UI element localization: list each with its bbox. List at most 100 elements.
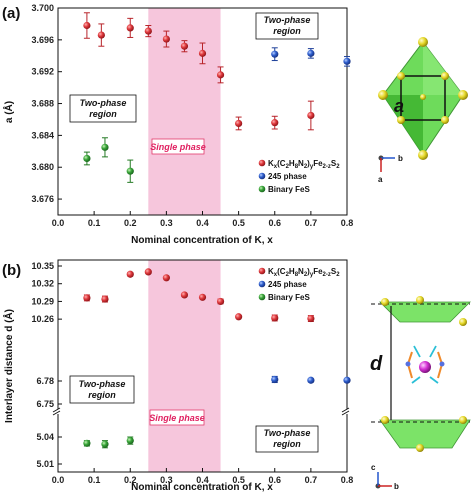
y-tick-label-a: 3.676 [31, 194, 54, 204]
point-a-red [180, 42, 189, 50]
point-a-green [126, 167, 134, 175]
x-tick-label-b: 0.8 [341, 475, 354, 485]
point-b-red [126, 270, 134, 278]
point-b-green [83, 439, 91, 447]
x-tick-label-a: 0.2 [124, 218, 137, 228]
two-phase-right-box-a [255, 12, 319, 40]
two-phase-right-a-line1: Two-phase [264, 15, 311, 25]
y-tick-label-b: 10.35 [31, 261, 54, 271]
crystal-structure-b: d [370, 296, 471, 452]
x-tick-label-a: 0.5 [232, 218, 245, 228]
panel-a-label: (a) [2, 5, 20, 22]
x-tick-label-b: 0.7 [305, 475, 318, 485]
point-b-red [101, 295, 109, 303]
y-tick-label-a: 3.692 [31, 67, 54, 77]
two-phase-left-a-line2: region [89, 109, 117, 119]
point-a-red [271, 119, 279, 127]
point-a-red [307, 111, 315, 120]
single-phase-band-a [148, 8, 221, 215]
x-tick-label-b: 0.1 [88, 475, 101, 485]
crystal-structure-a: a [378, 37, 468, 160]
y-tick-label-b: 10.29 [31, 296, 54, 306]
point-a-red [97, 31, 105, 39]
panel-b: (b) 0.0 0.1 0.2 0.3 0.4 0.5 0.6 0.7 0.8 6.75 6.78 1… [2, 259, 471, 493]
point-b-red [235, 313, 243, 321]
x-tick-label-b: 0.5 [232, 475, 245, 485]
point-b-red [271, 314, 279, 322]
y-axis-label-b: Interlayer distance d (Å) [2, 309, 15, 423]
legend-a-entry-2: 245 phase [268, 172, 307, 181]
point-b-red [180, 291, 189, 299]
point-a-red [235, 119, 243, 128]
y-tick-label-a: 3.696 [31, 35, 54, 45]
point-b-blue [271, 375, 279, 384]
two-phase-left-b-line1: Two-phase [79, 379, 126, 389]
x-tick-label-a: 0.8 [341, 218, 354, 228]
two-phase-right-b-line2: region [273, 439, 301, 449]
point-b-red [198, 293, 207, 301]
two-phase-left-box-a [69, 94, 137, 123]
two-phase-right-a-line2: region [273, 26, 301, 36]
point-a-red [144, 27, 152, 35]
two-phase-left-a-line1: Two-phase [80, 98, 127, 108]
axes-b-ticks: 0.0 0.1 0.2 0.3 0.4 0.5 0.6 0.7 0.8 6.75 6.78 10.26… [31, 261, 353, 485]
legend-a-swatch-1 [258, 159, 266, 167]
axes-triad-b: c b [371, 463, 399, 491]
y-tick-label-a: 3.688 [31, 99, 54, 109]
point-b-blue [343, 376, 351, 384]
single-phase-label-a: Single phase [150, 142, 206, 152]
triad-b-c: c [371, 463, 376, 472]
y-tick-label-b: 6.78 [36, 376, 54, 386]
legend-b-swatch-2 [258, 280, 266, 288]
y-tick-label-b: 10.32 [31, 279, 54, 289]
axes-b-frame [57, 259, 348, 473]
x-tick-label-a: 0.1 [88, 218, 101, 228]
x-tick-label-b: 0.2 [124, 475, 137, 485]
single-phase-box-b [149, 409, 205, 426]
point-b-green [126, 437, 134, 445]
y-tick-label-b: 10.26 [31, 314, 54, 324]
y-axis-label-a: a (Å) [2, 101, 15, 123]
x-tick-label-a: 0.7 [305, 218, 318, 228]
two-phase-right-b-line1: Two-phase [264, 428, 311, 438]
two-phase-left-box-b [69, 375, 135, 404]
single-phase-label-b: Single phase [149, 413, 205, 423]
y-tick-label-b: 5.01 [36, 459, 54, 469]
x-tick-label-b: 0.3 [160, 475, 173, 485]
point-a-red [216, 71, 225, 79]
point-b-red [162, 274, 170, 282]
legend-a-swatch-2 [258, 172, 266, 180]
legend-b-entry-3: Binary FeS [268, 293, 310, 302]
x-tick-label-b: 0.0 [52, 475, 65, 485]
legend-a-entry-3: Binary FeS [268, 185, 310, 194]
x-axis-label-b: Nominal concentration of K, x [131, 482, 273, 493]
x-tick-label-a: 0.6 [268, 218, 281, 228]
point-b-blue [307, 376, 315, 384]
x-tick-label-b: 0.4 [196, 475, 209, 485]
two-phase-right-box-b [255, 425, 319, 453]
triad-b-b: b [394, 482, 399, 491]
x-tick-label-a: 0.0 [52, 218, 65, 228]
legend-b-swatch-1 [258, 267, 266, 275]
point-b-red [144, 268, 152, 276]
legend-b-entry-1: Kx(C2H8N2)yFe2-zS2 [268, 267, 340, 278]
axes-a-frame [57, 7, 348, 216]
y-tick-label-a: 3.684 [31, 130, 54, 140]
point-b-green [101, 440, 109, 448]
axis-break [52, 407, 350, 416]
point-a-red [126, 24, 134, 32]
lattice-a-label: a [394, 96, 404, 116]
single-phase-box-a [151, 138, 205, 155]
point-a-green [101, 143, 109, 151]
point-b-red [83, 294, 91, 302]
legend-a-swatch-3 [258, 185, 266, 193]
point-a-blue [307, 49, 315, 57]
series-b [83, 268, 351, 449]
triad-a-a: a [378, 175, 383, 184]
point-a-blue [343, 57, 351, 65]
y-tick-label-a: 3.680 [31, 162, 54, 172]
point-b-red [216, 297, 225, 306]
x-tick-label-a: 0.3 [160, 218, 173, 228]
y-tick-label-a: 3.700 [31, 3, 54, 13]
